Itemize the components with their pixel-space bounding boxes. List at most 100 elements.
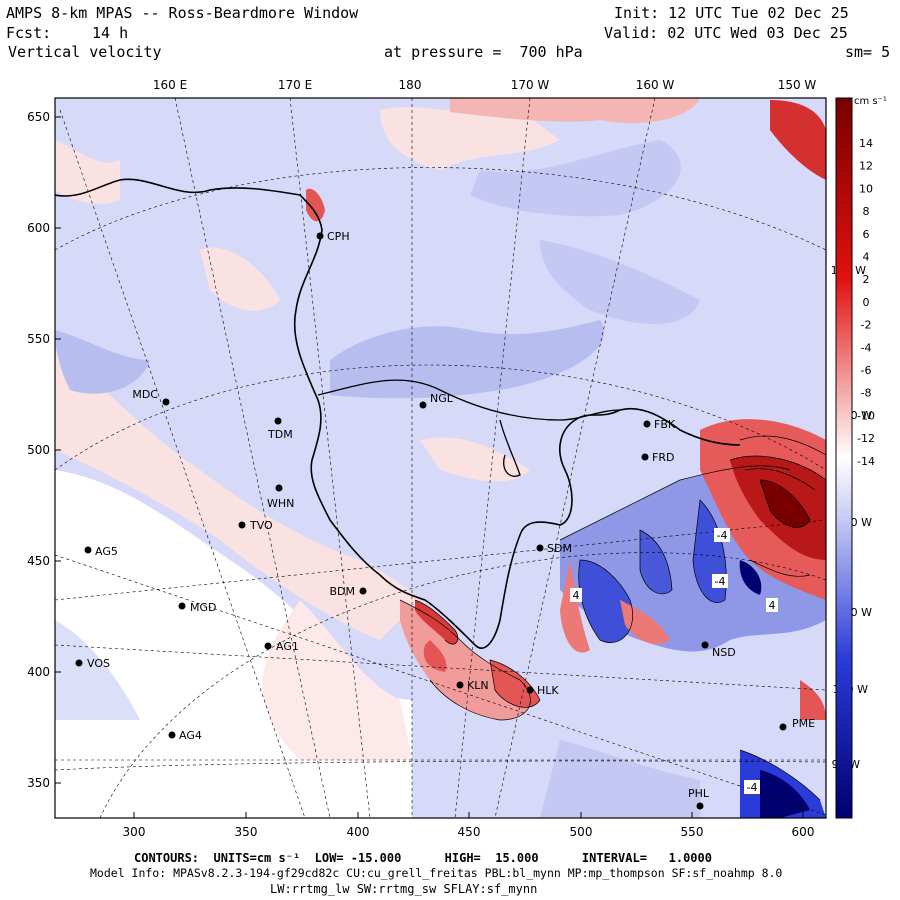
contour-label: -4 bbox=[715, 575, 726, 588]
graticule bbox=[55, 98, 826, 818]
init-time: Init: 12 UTC Tue 02 Dec 25 bbox=[614, 4, 849, 22]
station-marker bbox=[316, 232, 324, 240]
x-tick-label: 600 bbox=[792, 825, 815, 839]
x-tick-label: 350 bbox=[235, 825, 258, 839]
longitude-label: 180 bbox=[399, 78, 422, 92]
colorbar-tick-label: 14 bbox=[859, 137, 873, 150]
y-tick-label: 650 bbox=[27, 110, 50, 124]
x-tick-label: 300 bbox=[123, 825, 146, 839]
station-marker bbox=[168, 731, 176, 739]
colorbar-tick-label: 8 bbox=[863, 205, 870, 218]
colorbar-units: cm s⁻¹ bbox=[854, 96, 887, 107]
contour-label: 4 bbox=[769, 599, 776, 612]
station-label: HLK bbox=[537, 684, 559, 697]
y-tick-label: 450 bbox=[27, 554, 50, 568]
colorbar-tick-label: 2 bbox=[863, 273, 870, 286]
station-marker bbox=[264, 642, 272, 650]
model-info: Model Info: MPASv8.2.3-194-gf29cd82c CU:… bbox=[90, 866, 783, 880]
y-tick-label: 550 bbox=[27, 332, 50, 346]
colorbar-tick-label: -12 bbox=[857, 432, 875, 445]
longitude-label: 160 W bbox=[636, 78, 675, 92]
station-marker bbox=[419, 401, 427, 409]
station-label: SDM bbox=[547, 542, 572, 555]
neutral-region-lower bbox=[120, 600, 412, 818]
x-tick-label: 550 bbox=[681, 825, 704, 839]
colorbar-tick-label: 4 bbox=[863, 251, 870, 264]
station-label: MDC bbox=[132, 388, 158, 401]
station-marker bbox=[275, 484, 283, 492]
weak-rising-west bbox=[55, 350, 420, 640]
station-marker bbox=[641, 453, 649, 461]
station-marker bbox=[238, 521, 246, 529]
forecast-label: Fcst: bbox=[6, 24, 52, 42]
station-label: KLN bbox=[467, 679, 489, 692]
x-tick-label: 500 bbox=[570, 825, 593, 839]
station-label: TDM bbox=[267, 428, 293, 441]
colorbar-tick-label: 12 bbox=[859, 160, 873, 173]
contour-label: -4 bbox=[717, 529, 728, 542]
station-label: CPH bbox=[327, 230, 350, 243]
station-label: WHN bbox=[267, 497, 294, 510]
y-tick-label: 500 bbox=[27, 443, 50, 457]
colorbar-tick-label: -6 bbox=[861, 364, 872, 377]
station-marker bbox=[75, 659, 83, 667]
station-marker bbox=[701, 641, 709, 649]
colorbar-tick-label: -2 bbox=[861, 319, 872, 332]
pressure-level: at pressure = 700 hPa bbox=[384, 43, 583, 61]
longitude-label: 150 W bbox=[778, 78, 817, 92]
station-label: PME bbox=[792, 717, 815, 730]
y-tick-label: 600 bbox=[27, 221, 50, 235]
weak-rising-plateau bbox=[380, 107, 560, 170]
stations: CPH NGL MDC TDM FBK FRD WHN TVO SDM AG5 … bbox=[75, 230, 815, 810]
station-label: AG4 bbox=[179, 729, 202, 742]
colorbar-tick-label: -14 bbox=[857, 455, 875, 468]
colorbar: cm s⁻¹ 14 12 10 8 6 4 2 0 -2 -4 -6 -8 -10 -12 -14 bbox=[835, 96, 887, 819]
station-label: AG5 bbox=[95, 545, 118, 558]
station-marker bbox=[643, 420, 651, 428]
weak-rising-shelf bbox=[262, 600, 412, 760]
station-marker bbox=[526, 686, 534, 694]
station-marker bbox=[536, 544, 544, 552]
station-marker bbox=[779, 723, 787, 731]
contours-info: CONTOURS: UNITS=cm s⁻¹ LOW= -15.000 HIGH… bbox=[134, 851, 712, 865]
x-tick-label: 400 bbox=[347, 825, 370, 839]
station-label: VOS bbox=[87, 657, 110, 670]
station-label: NSD bbox=[712, 646, 736, 659]
contour-label: 4 bbox=[573, 589, 580, 602]
y-tick-label: 400 bbox=[27, 665, 50, 679]
station-marker bbox=[162, 398, 170, 406]
y-tick-label: 350 bbox=[27, 776, 50, 790]
axis-ticks bbox=[55, 116, 804, 818]
field-name: Vertical velocity bbox=[8, 43, 162, 61]
plot-frame bbox=[54, 97, 827, 819]
coastline bbox=[55, 178, 741, 649]
smoothing-value: sm= 5 bbox=[845, 43, 891, 61]
colorbar-tick-label: 0 bbox=[863, 296, 870, 309]
map-field bbox=[55, 98, 826, 818]
colorbar-tick-label: 6 bbox=[863, 228, 870, 241]
forecast-hours: 14 h bbox=[92, 24, 129, 42]
x-tick-label: 450 bbox=[458, 825, 481, 839]
station-marker bbox=[178, 602, 186, 610]
station-label: AG1 bbox=[276, 640, 299, 653]
map-title: AMPS 8-km MPAS -- Ross-Beardmore Window bbox=[6, 4, 359, 22]
station-marker bbox=[359, 587, 367, 595]
station-label: FBK bbox=[654, 418, 676, 431]
longitude-label: 170 W bbox=[511, 78, 550, 92]
weak-rising-ne bbox=[450, 98, 700, 124]
station-label: PHL bbox=[688, 787, 710, 800]
station-marker bbox=[696, 802, 704, 810]
colorbar-ramp bbox=[835, 97, 853, 819]
station-marker bbox=[274, 417, 282, 425]
contour-label: -4 bbox=[747, 781, 758, 794]
station-label: NGL bbox=[430, 392, 454, 405]
station-label: BDM bbox=[329, 585, 355, 598]
station-label: MGD bbox=[190, 601, 217, 614]
contour-lines bbox=[399, 435, 826, 801]
colorbar-tick-label: -10 bbox=[857, 409, 875, 422]
valid-time: Valid: 02 UTC Wed 03 Dec 25 bbox=[604, 24, 848, 42]
station-label: TVO bbox=[249, 519, 273, 532]
colorbar-tick-label: -8 bbox=[861, 387, 872, 400]
longitude-label: 160 E bbox=[153, 78, 187, 92]
